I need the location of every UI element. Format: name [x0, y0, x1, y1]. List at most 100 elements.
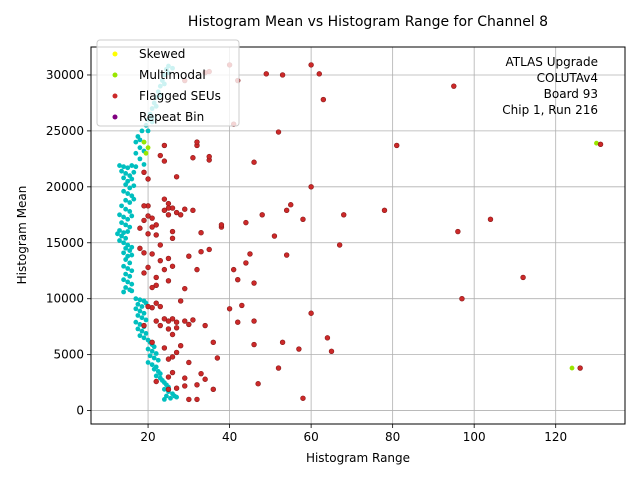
flagged-seu-point — [182, 383, 188, 389]
flagged-seu-point — [161, 316, 168, 322]
y-tick-label: 20000 — [46, 180, 84, 194]
flagged-seu-point — [141, 322, 147, 329]
flagged-seu-point — [308, 184, 314, 190]
normal-point — [145, 346, 151, 352]
flagged-seu-point — [328, 348, 335, 354]
legend-marker-skewed — [112, 51, 118, 57]
flagged-seu-point — [316, 71, 322, 77]
normal-point — [161, 386, 167, 392]
flagged-seu-point — [308, 62, 314, 68]
flagged-seu-point — [210, 339, 216, 346]
normal-point — [139, 304, 145, 309]
flagged-seu-point — [247, 251, 253, 257]
x-tick-label: 40 — [222, 430, 237, 444]
normal-point — [137, 137, 143, 143]
normal-point — [141, 310, 147, 316]
normal-point — [125, 216, 131, 222]
flagged-seu-point — [145, 231, 151, 237]
flagged-seu-point — [214, 355, 221, 361]
x-tick-label: 80 — [385, 430, 400, 444]
flagged-seu-point — [161, 345, 168, 351]
flagged-seu-point — [194, 382, 200, 388]
flagged-seu-point — [149, 284, 155, 291]
annotation-line-4: Chip 1, Run 216 — [502, 103, 598, 117]
flagged-seu-point — [194, 396, 200, 403]
normal-point — [174, 394, 180, 400]
flagged-seu-point — [251, 341, 257, 348]
normal-point — [133, 164, 139, 170]
flagged-seu-point — [320, 96, 327, 103]
normal-point — [129, 163, 135, 168]
flagged-seu-point — [288, 202, 294, 208]
normal-point — [145, 128, 151, 134]
plot-frame — [90, 46, 626, 425]
x-axis-label: Histogram Range — [306, 451, 410, 465]
legend-box — [96, 39, 240, 127]
flagged-seu-point — [230, 266, 237, 273]
normal-point — [133, 150, 139, 156]
flagged-seu-point — [165, 386, 172, 393]
flagged-seu-point — [153, 300, 159, 306]
normal-point — [121, 250, 127, 256]
flagged-seu-point — [157, 152, 163, 159]
normal-point — [127, 260, 133, 266]
flagged-seu-point — [177, 342, 184, 349]
legend-marker-flagged — [112, 93, 118, 99]
flagged-seu-point — [259, 212, 265, 218]
flagged-seu-point — [153, 274, 159, 281]
flagged-seu-point — [137, 245, 143, 252]
flagged-seu-point — [251, 280, 257, 286]
flagged-seu-point — [165, 200, 172, 207]
flagged-seu-point — [157, 303, 163, 310]
chart-title: Histogram Mean vs Histogram Range for Ch… — [188, 14, 548, 30]
flagged-seu-point — [394, 142, 400, 149]
flagged-seu-point — [198, 249, 204, 255]
normal-point — [137, 322, 143, 327]
normal-point — [123, 235, 129, 241]
normal-point — [127, 185, 133, 191]
normal-point — [115, 231, 120, 237]
flagged-seu-point — [169, 331, 176, 338]
flagged-seu-point — [165, 278, 172, 284]
y-tick-label: 30000 — [46, 68, 84, 82]
normal-point — [123, 271, 129, 277]
x-tick-label: 120 — [544, 430, 567, 444]
legend-label-flagged: Flagged SEUs — [139, 89, 221, 103]
flagged-seu-point — [169, 235, 176, 241]
normal-point — [119, 233, 124, 239]
legend-marker-multimodal — [112, 72, 118, 78]
normal-point — [133, 296, 139, 302]
flagged-seu-point — [577, 365, 583, 371]
normal-point — [129, 213, 135, 219]
annotation-line-1: ATLAS Upgrade — [505, 55, 598, 69]
x-tick-label: 20 — [140, 430, 155, 444]
flagged-seu-point — [243, 260, 249, 266]
flagged-seu-point — [190, 317, 196, 323]
flagged-seu-point — [149, 215, 155, 221]
normal-point — [119, 220, 124, 226]
multimodal-point — [143, 150, 149, 156]
y-tick-label: 0 — [76, 404, 84, 418]
normal-point — [141, 335, 147, 341]
flagged-seu-point — [190, 155, 196, 161]
normal-point — [131, 169, 137, 175]
flagged-seu-point — [300, 395, 306, 401]
flagged-seu-point — [153, 232, 159, 238]
normal-point — [135, 326, 141, 332]
flagged-seu-point — [455, 228, 461, 235]
legend-label-multimodal: Multimodal — [139, 68, 206, 82]
flagged-seu-point — [597, 141, 604, 148]
flagged-seu-point — [141, 250, 147, 256]
flagged-seu-point — [153, 378, 159, 385]
x-tick-label: 100 — [463, 430, 486, 444]
normal-point — [135, 313, 141, 318]
flagged-seu-point — [153, 222, 159, 228]
multimodal-point — [569, 365, 575, 371]
normal-point — [119, 168, 124, 174]
normal-point — [145, 360, 151, 365]
normal-point — [127, 200, 133, 205]
flagged-seu-point — [271, 233, 278, 239]
normal-point — [125, 191, 131, 196]
normal-point — [125, 279, 131, 285]
flagged-seu-point — [279, 72, 286, 78]
